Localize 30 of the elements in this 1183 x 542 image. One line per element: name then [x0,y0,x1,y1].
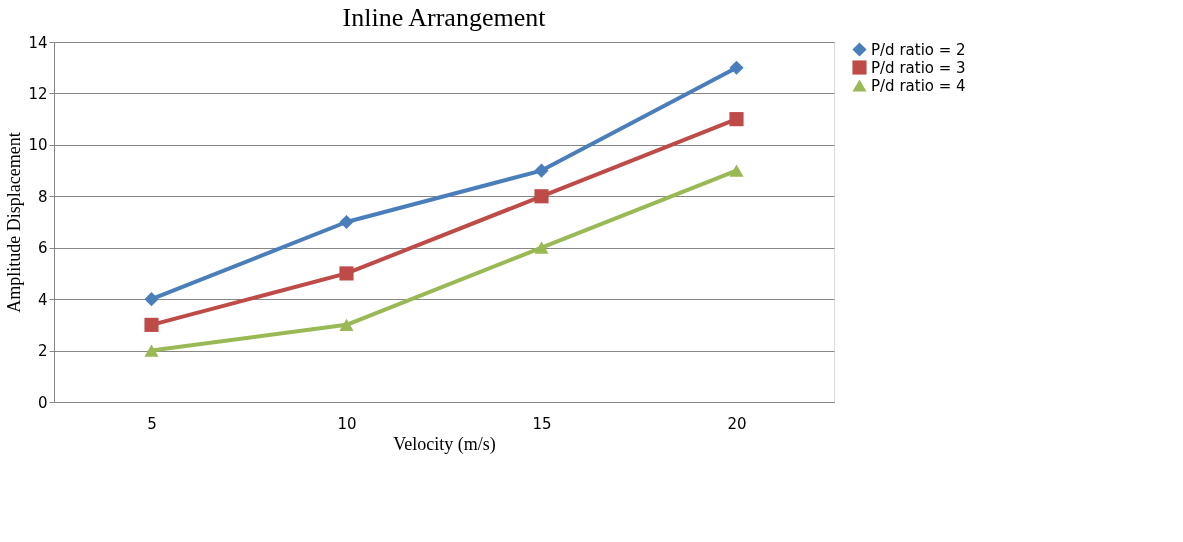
point [144,292,159,307]
y-tick-label: 10 [28,136,48,155]
legend-label: P/d ratio = 3 [871,58,966,77]
point [144,317,159,332]
point [534,163,549,178]
legend-label: P/d ratio = 4 [871,76,966,95]
point [144,344,159,357]
point [729,112,744,127]
y-tick-label: 12 [28,84,48,103]
point [729,60,744,75]
point [729,164,744,177]
y-tick-label: 6 [37,239,48,258]
point [339,266,354,281]
point [534,189,549,204]
point [339,318,354,331]
point [534,241,549,254]
x-tick-label: 5 [147,414,157,433]
point [339,214,354,230]
x-tick-label: 10 [337,414,357,433]
y-tick-label: 8 [37,187,48,206]
y-tick-label: 2 [37,342,48,361]
y-tick-label: 0 [37,393,48,412]
y-tick-label: 14 [28,33,48,52]
x-tick-label: 20 [727,414,747,433]
x-axis-title: Velocity (m/s) [393,433,496,455]
x-tick-label: 15 [532,414,552,433]
legend-label: P/d ratio = 2 [871,40,966,59]
y-axis-title: Amplitude Displacement [4,132,25,313]
chart-title: Inline Arrangement [342,3,547,32]
y-tick-label: 4 [37,290,48,309]
